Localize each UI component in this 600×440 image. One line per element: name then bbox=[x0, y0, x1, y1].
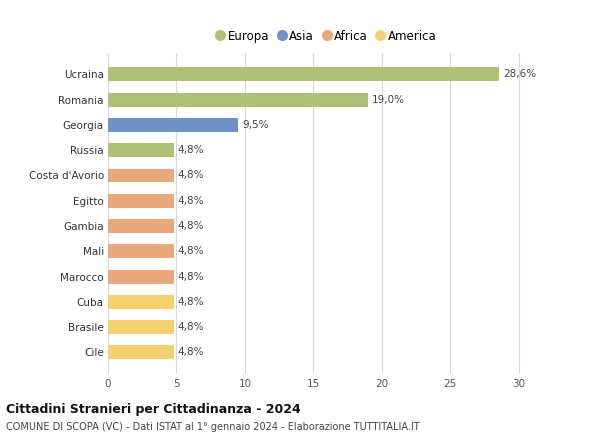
Text: 28,6%: 28,6% bbox=[503, 70, 536, 79]
Bar bbox=[108, 270, 174, 283]
Text: 4,8%: 4,8% bbox=[178, 297, 205, 307]
Text: 4,8%: 4,8% bbox=[178, 145, 205, 155]
Bar bbox=[108, 320, 174, 334]
Legend: Europa, Asia, Africa, America: Europa, Asia, Africa, America bbox=[214, 26, 440, 47]
Text: 4,8%: 4,8% bbox=[178, 348, 205, 357]
Text: 4,8%: 4,8% bbox=[178, 271, 205, 282]
Text: COMUNE DI SCOPA (VC) - Dati ISTAT al 1° gennaio 2024 - Elaborazione TUTTITALIA.I: COMUNE DI SCOPA (VC) - Dati ISTAT al 1° … bbox=[6, 422, 419, 433]
Bar bbox=[108, 67, 499, 81]
Bar bbox=[108, 295, 174, 309]
Text: 4,8%: 4,8% bbox=[178, 196, 205, 206]
Bar bbox=[108, 345, 174, 359]
Text: 9,5%: 9,5% bbox=[242, 120, 269, 130]
Bar bbox=[108, 118, 238, 132]
Text: 19,0%: 19,0% bbox=[372, 95, 405, 105]
Bar bbox=[108, 143, 174, 157]
Bar bbox=[108, 219, 174, 233]
Text: Cittadini Stranieri per Cittadinanza - 2024: Cittadini Stranieri per Cittadinanza - 2… bbox=[6, 403, 301, 416]
Text: 4,8%: 4,8% bbox=[178, 221, 205, 231]
Text: 4,8%: 4,8% bbox=[178, 170, 205, 180]
Text: 4,8%: 4,8% bbox=[178, 246, 205, 257]
Bar bbox=[108, 244, 174, 258]
Text: 4,8%: 4,8% bbox=[178, 322, 205, 332]
Bar bbox=[108, 169, 174, 183]
Bar bbox=[108, 93, 368, 106]
Bar bbox=[108, 194, 174, 208]
